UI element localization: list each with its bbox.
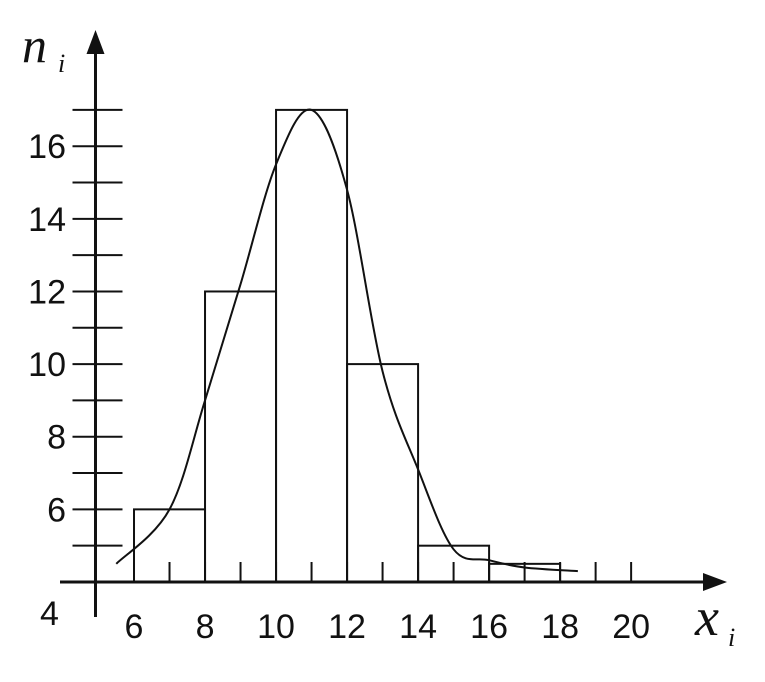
y-tick-label: 10	[28, 346, 66, 384]
bar	[488, 562, 562, 583]
y-axis-title-sub: i	[58, 49, 65, 78]
y-tick-label: 16	[28, 128, 66, 166]
x-tick-label: 6	[125, 608, 144, 646]
x-tick-label: 12	[328, 608, 366, 646]
x-tick-label: 14	[399, 608, 437, 646]
x-tick-label: 8	[196, 608, 215, 646]
x-tick-label: 20	[612, 608, 650, 646]
y-arrow	[86, 30, 105, 54]
x-tick-label: 18	[541, 608, 579, 646]
bar	[204, 290, 278, 583]
x-tick-label: 16	[470, 608, 508, 646]
x-arrow	[703, 573, 727, 591]
y-tick-label: 12	[28, 273, 66, 311]
y-tick-label: 6	[47, 491, 66, 529]
y-axis-title: n	[22, 17, 47, 73]
x-axis-title-sub: i	[728, 623, 735, 652]
bar	[275, 108, 349, 583]
x-tick-label: 10	[257, 608, 295, 646]
bar	[346, 363, 420, 583]
x-axis-title: x	[694, 587, 719, 647]
fitted-curve	[115, 108, 578, 573]
y-tick-label: 4	[40, 595, 59, 633]
y-tick-label: 8	[47, 419, 66, 457]
y-tick-label: 14	[28, 201, 66, 239]
